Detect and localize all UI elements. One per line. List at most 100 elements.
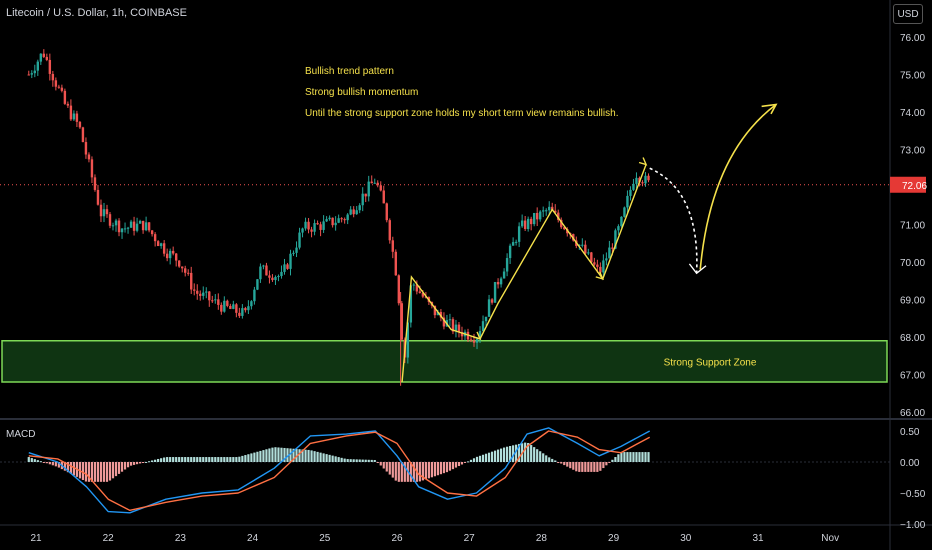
x-tick-label: 28	[536, 533, 548, 544]
macd-histogram-bar	[575, 462, 578, 472]
macd-histogram-bar	[638, 452, 641, 462]
macd-histogram-bar	[54, 462, 57, 467]
macd-histogram-bar	[506, 446, 509, 462]
candle-body	[274, 276, 277, 281]
chart-title: Litecoin / U.S. Dollar, 1h, COINBASE	[6, 7, 187, 19]
macd-histogram-bar	[57, 462, 60, 468]
macd-histogram-bar	[370, 459, 373, 462]
candle-body	[382, 190, 385, 204]
candle-body	[316, 223, 319, 225]
candle-body	[545, 210, 548, 212]
macd-histogram-bar	[120, 462, 124, 472]
candle-body	[433, 305, 437, 316]
candle-body	[162, 243, 166, 254]
candle-body	[529, 218, 533, 225]
macd-histogram-bar	[274, 447, 277, 462]
macd-histogram-bar	[229, 457, 232, 462]
candle-body	[307, 221, 310, 230]
macd-histogram-bar	[388, 462, 391, 475]
macd-histogram-bar	[581, 462, 584, 472]
macd-histogram-bar	[241, 455, 244, 462]
candle-body	[66, 103, 70, 106]
candle-body	[289, 253, 292, 269]
macd-tick-label: 0.00	[900, 458, 920, 469]
candle-body	[30, 73, 33, 75]
candle-body	[48, 59, 52, 74]
candle-body	[647, 175, 650, 181]
macd-histogram-bar	[163, 457, 166, 462]
macd-histogram-bar	[490, 451, 494, 462]
candle-body	[542, 210, 545, 212]
projection-up	[699, 103, 777, 270]
candle-body	[123, 228, 127, 230]
candle-body	[78, 121, 82, 128]
candle-body	[421, 292, 425, 297]
macd-histogram-bar	[379, 462, 382, 466]
candle-body	[193, 289, 196, 291]
candle-body	[36, 61, 40, 71]
macd-histogram-bar	[45, 462, 48, 464]
x-tick-label: 24	[247, 533, 259, 544]
candle-body	[475, 338, 479, 343]
macd-histogram-bar	[382, 462, 385, 469]
macd-histogram-bar	[343, 458, 346, 462]
candle-body	[96, 189, 100, 205]
macd-histogram-bar	[199, 457, 202, 462]
candle-body	[247, 306, 250, 311]
candle-body	[379, 185, 382, 191]
macd-histogram-bar	[400, 462, 403, 482]
macd-histogram-bar	[48, 462, 51, 465]
candle-body	[487, 299, 491, 317]
macd-histogram-bar	[96, 462, 100, 482]
y-tick-label: 75.00	[900, 71, 925, 82]
wave-pattern	[401, 164, 647, 383]
candle-body	[310, 229, 313, 232]
candle-body	[517, 226, 521, 242]
candle-body	[635, 177, 638, 184]
macd-histogram-bar	[433, 462, 437, 477]
macd-histogram-bar	[184, 457, 187, 462]
annotation-2: Strong bullish momentum	[305, 87, 419, 98]
macd-tick-label: −1.00	[900, 520, 926, 531]
macd-histogram-bar	[141, 462, 145, 463]
macd-histogram-bar	[90, 462, 94, 482]
candle-body	[548, 206, 551, 211]
wave-arrowhead	[472, 331, 482, 340]
macd-histogram-bar	[424, 462, 427, 480]
x-tick-label: 25	[319, 533, 331, 544]
macd-histogram-bar	[451, 462, 455, 470]
macd-histogram-bar	[175, 457, 178, 462]
candle-body	[496, 282, 500, 285]
candle-body	[373, 182, 376, 184]
candle-body	[581, 244, 584, 246]
macd-histogram-bar	[114, 462, 118, 477]
candle-body	[526, 218, 530, 229]
candle-body	[623, 207, 626, 217]
y-tick-label: 68.00	[900, 333, 925, 344]
macd-histogram-bar	[587, 462, 590, 472]
macd-histogram-bar	[129, 462, 133, 466]
macd-histogram-bar	[126, 462, 130, 468]
macd-histogram-bar	[84, 462, 88, 482]
candle-body	[436, 311, 440, 316]
macd-histogram-bar	[63, 462, 66, 471]
currency-button[interactable]: USD	[893, 4, 923, 24]
macd-histogram-bar	[644, 452, 647, 462]
macd-histogram-bar	[148, 461, 151, 463]
candle-body	[256, 279, 259, 290]
macd-histogram-bar	[493, 450, 497, 462]
macd-histogram-bar	[283, 447, 286, 462]
candle-body	[165, 253, 169, 259]
macd-histogram-bar	[502, 447, 506, 462]
candle-body	[605, 258, 608, 261]
candle-body	[391, 240, 394, 252]
candle-body	[99, 204, 103, 217]
macd-histogram-bar	[271, 447, 274, 462]
macd-histogram-bar	[193, 457, 196, 462]
macd-histogram-bar	[475, 456, 479, 462]
candle-body	[590, 252, 593, 263]
macd-histogram-bar	[286, 448, 289, 462]
candle-body	[451, 319, 455, 332]
candle-body	[343, 219, 346, 221]
